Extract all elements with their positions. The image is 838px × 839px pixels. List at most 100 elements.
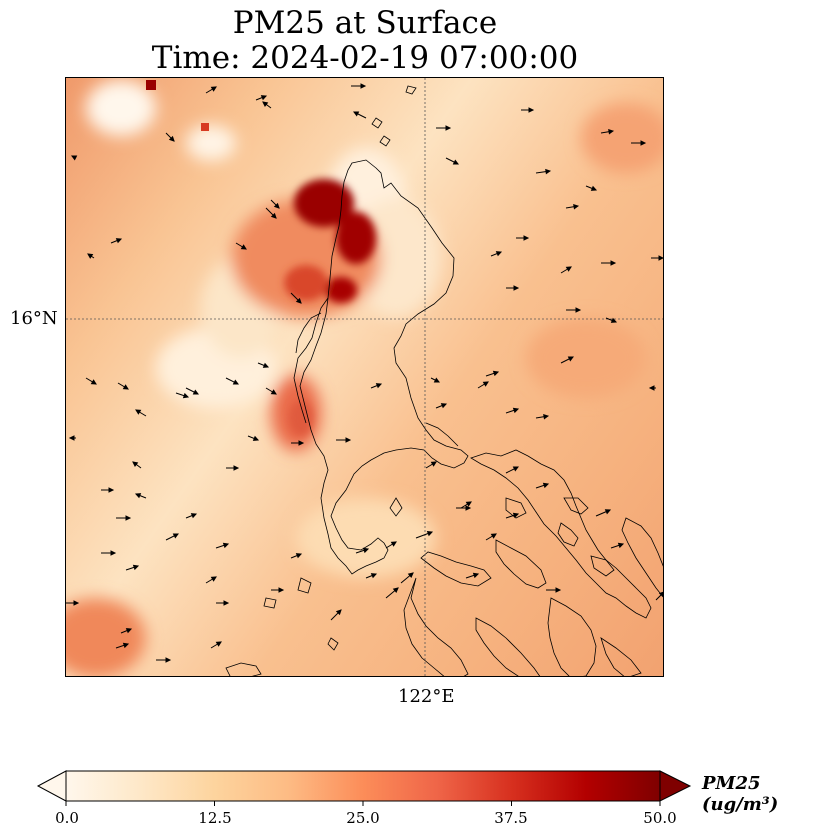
wind-arrowhead (604, 509, 612, 515)
wind-arrowhead (492, 370, 500, 377)
wind-arrowhead (132, 461, 139, 467)
wind-arrowhead (168, 135, 175, 142)
wind-arrowhead (262, 362, 270, 368)
colorbar-tick: 37.5 (494, 809, 528, 827)
wind-arrowhead (125, 515, 132, 521)
wind-arrowhead (575, 307, 582, 313)
wind-arrowhead (108, 487, 115, 493)
wind-arrowhead (278, 587, 285, 593)
wind-arrowhead (115, 238, 123, 244)
wind-arrowhead (523, 235, 530, 241)
lat-tick-label: 16°N (10, 308, 58, 329)
wind-arrowhead (590, 185, 598, 191)
pm25-hotspot-cell (201, 123, 209, 131)
wind-arrowhead (452, 159, 460, 165)
wind-arrowhead (273, 202, 280, 209)
wind-arrowhead (512, 407, 520, 414)
wind-arrowhead (512, 466, 520, 472)
wind-arrowhead (472, 572, 480, 579)
wind-arrowhead (110, 550, 117, 556)
colorbar-max-extend (659, 770, 692, 802)
wind-arrowhead (617, 542, 625, 549)
wind-arrowhead (390, 541, 397, 547)
wind-arrowhead (192, 389, 200, 395)
wind-arrowhead (87, 253, 94, 259)
wind-arrowhead (445, 125, 452, 131)
wind-arrowhead (125, 628, 133, 634)
wind-arrowhead (134, 493, 142, 499)
colorbar-label: PM25 (ug/m³) (702, 773, 779, 815)
wind-arrowhead (648, 385, 655, 391)
wind-arrowhead (222, 542, 230, 549)
wind-arrowhead (260, 95, 268, 101)
wind-arrowhead (608, 128, 615, 135)
wind-arrowhead (73, 600, 80, 606)
wind-arrowhead (370, 573, 378, 579)
wind-arrowhead (190, 513, 198, 519)
wind-arrowhead (215, 641, 222, 647)
wind-arrowhead (233, 465, 240, 471)
wind-arrowhead (543, 413, 550, 420)
wind-arrowhead (658, 255, 663, 261)
wind-arrowhead (426, 530, 434, 537)
wind-arrowhead (433, 377, 441, 383)
wind-arrowhead (573, 203, 580, 210)
colorbar-min-extend (36, 770, 67, 802)
wind-arrowhead (542, 482, 550, 489)
wind-arrowhead (298, 440, 305, 446)
wind-arrowhead (392, 587, 399, 594)
wind-arrowhead (610, 260, 617, 266)
map-canvas (66, 78, 663, 676)
colorbar-tick: 0.0 (55, 809, 79, 827)
wind-arrowhead (512, 512, 520, 519)
wind-arrowhead (465, 501, 472, 507)
wind-arrowhead (567, 356, 575, 362)
wind-vectors (66, 83, 663, 663)
wind-arrowhead (362, 547, 370, 554)
wind-arrowhead (658, 591, 663, 598)
wind-arrowhead (610, 317, 618, 323)
wind-arrowhead (335, 609, 342, 616)
pm25-hotspots (284, 179, 376, 436)
wind-arrowhead (482, 381, 489, 387)
wind-arrowhead (565, 266, 572, 272)
wind-arrowhead (465, 505, 472, 511)
wind-arrowhead (223, 600, 230, 606)
wind-arrowhead (513, 285, 520, 291)
wind-arrowhead (210, 576, 217, 582)
wind-arrowhead (490, 533, 497, 539)
wind-arrowhead (440, 403, 448, 409)
wind-arrowhead (135, 409, 142, 415)
wind-arrowhead (165, 657, 172, 663)
coastlines (225, 85, 663, 676)
pm25-hotspot-cell (146, 80, 156, 90)
lon-tick-label: 122°E (398, 686, 455, 707)
colorbar-tick: 50.0 (643, 809, 677, 827)
wind-arrowhead (495, 251, 503, 257)
wind-arrowhead (295, 297, 302, 304)
wind-arrowhead (375, 383, 383, 389)
map-panel[interactable] (65, 77, 664, 677)
wind-arrowhead (122, 384, 129, 390)
wind-arrowhead (528, 107, 535, 113)
wind-arrowhead (68, 435, 75, 441)
wind-arrowhead (407, 572, 414, 579)
colorbar-gradient (65, 770, 661, 802)
gridlines (66, 78, 663, 676)
wind-arrowhead (270, 212, 277, 219)
pm25-field (66, 80, 663, 676)
wind-arrowhead (345, 437, 352, 443)
wind-arrowhead (360, 83, 367, 89)
map-title: PM25 at Surface (232, 5, 498, 41)
wind-arrowhead (430, 461, 437, 467)
wind-arrowhead (90, 379, 97, 385)
wind-arrowhead (70, 155, 78, 161)
wind-arrowhead (262, 101, 269, 107)
wind-arrowhead (555, 587, 562, 593)
wind-arrowhead (240, 244, 247, 250)
wind-arrowhead (182, 392, 190, 399)
wind-arrowhead (252, 435, 260, 441)
wind-arrowhead (172, 533, 180, 539)
wind-arrowhead (545, 168, 552, 175)
wind-arrowhead (122, 642, 130, 649)
